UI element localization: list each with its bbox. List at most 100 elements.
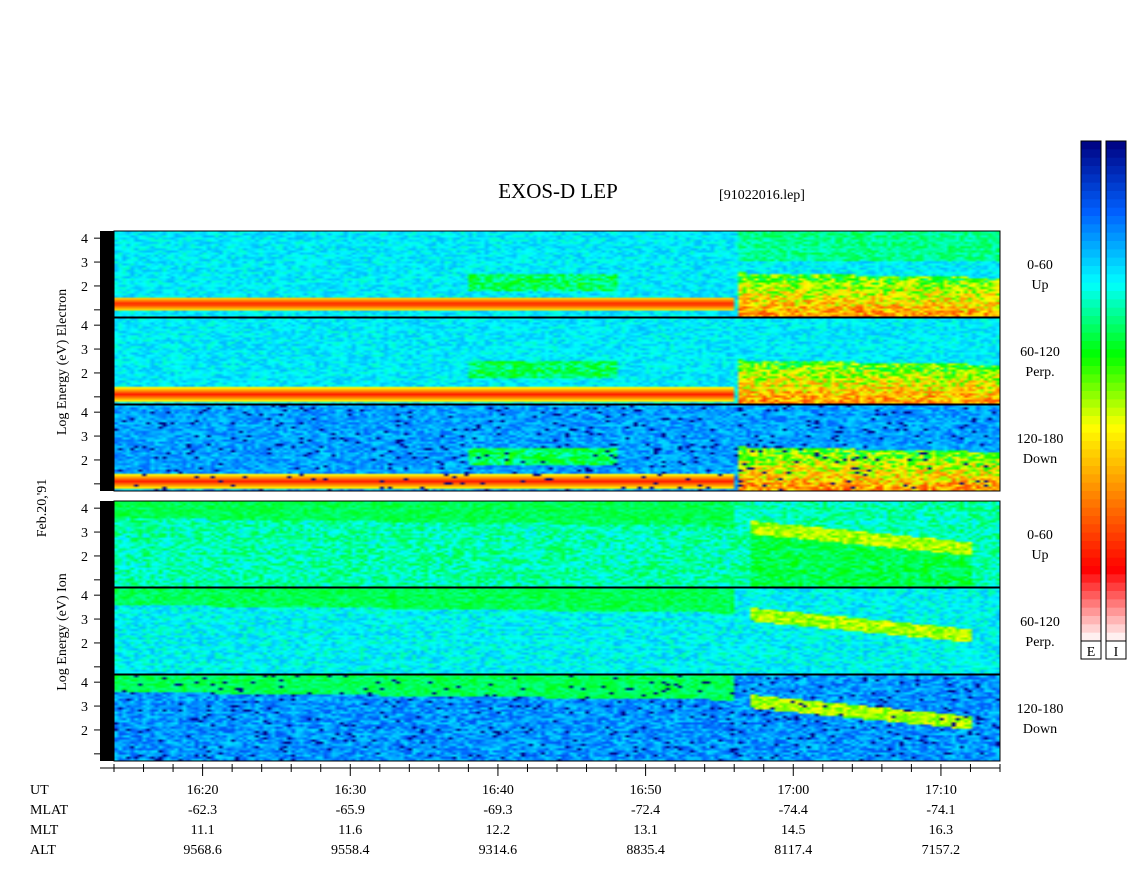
- orbit-row-ut: UT 16:20 16:30 16:40 16:50 17:00 17:10: [30, 783, 957, 798]
- colorbar-swatch: [1106, 382, 1126, 392]
- y-tick-label: 2: [81, 637, 88, 652]
- colorbar-swatch: [1081, 307, 1101, 317]
- colorbar-swatch: [1106, 299, 1126, 309]
- orbit-value: -74.4: [779, 803, 808, 818]
- colorbar-swatch: [1106, 141, 1126, 150]
- colorbar-swatch: [1106, 282, 1126, 292]
- colorbar-label-box: [1105, 640, 1127, 660]
- colorbar-swatch: [1106, 374, 1126, 384]
- colorbar-swatch: [1106, 616, 1126, 625]
- colorbar-swatch: [1081, 466, 1101, 475]
- orbit-table: UT 16:20 16:30 16:40 16:50 17:00 17:10 MLAT -62.…: [30, 783, 960, 858]
- y-tick-label: 3: [81, 256, 88, 271]
- panel-pitch-range-label: 120-180: [1017, 702, 1064, 717]
- orbit-value: 8117.4: [774, 843, 812, 858]
- colorbar-swatch: [1106, 249, 1126, 259]
- orbit-value: -69.3: [483, 803, 512, 818]
- colorbar-swatch: [1106, 216, 1126, 225]
- colorbar-swatch: [1106, 541, 1126, 550]
- colorbar-swatch: [1081, 607, 1101, 617]
- panel-direction-label: Perp.: [1025, 365, 1054, 380]
- colorbar-swatch: [1081, 316, 1101, 325]
- colorbar-swatch: [1081, 341, 1101, 350]
- colorbar-swatch: [1081, 291, 1101, 300]
- orbit-value: 9314.6: [479, 843, 518, 858]
- ion-spectrogram-image: [114, 675, 1000, 761]
- y-tick-label: 4: [81, 502, 88, 517]
- orbit-value: 11.6: [338, 823, 362, 838]
- colorbar-swatch: [1106, 474, 1126, 484]
- orbit-row-name: MLAT: [30, 803, 69, 818]
- orbit-row-alt: ALT 9568.6 9558.4 9314.6 8835.4 8117.4 7157.2: [30, 843, 960, 858]
- colorbar-swatch: [1081, 191, 1101, 200]
- colorbar-swatch: [1106, 574, 1126, 584]
- colorbar-swatch: [1106, 516, 1126, 525]
- colorbar-swatch: [1106, 341, 1126, 350]
- colorbar-swatch: [1106, 591, 1126, 600]
- orbit-row-name: ALT: [30, 843, 56, 858]
- y-tick-label: 4: [81, 232, 88, 247]
- colorbar-swatch: [1081, 399, 1101, 409]
- ion-spectrogram-image: [114, 501, 1000, 587]
- colorbar-swatch: [1081, 416, 1101, 425]
- y-tick-label: 3: [81, 700, 88, 715]
- electron-spectrogram-image: [114, 231, 1000, 317]
- orbit-value: 9558.4: [331, 843, 370, 858]
- colorbar-e: E: [1080, 140, 1102, 660]
- orbit-value: 16:40: [482, 783, 514, 798]
- colorbar-swatch: [1106, 224, 1126, 234]
- orbit-value: -62.3: [188, 803, 217, 818]
- colorbar-swatch: [1081, 141, 1101, 150]
- colorbar-swatch: [1106, 232, 1126, 242]
- colorbar-swatch: [1081, 507, 1101, 517]
- colorbar-swatch: [1106, 399, 1126, 409]
- colorbar-swatch: [1081, 374, 1101, 384]
- colorbar-swatch: [1081, 499, 1101, 509]
- colorbar-swatch: [1081, 616, 1101, 625]
- colorbar-swatch: [1081, 232, 1101, 242]
- panel-pitch-range-label: 120-180: [1017, 432, 1064, 447]
- colorbar-swatch: [1106, 391, 1126, 400]
- orbit-value: -65.9: [336, 803, 365, 818]
- colorbar-swatch: [1081, 216, 1101, 225]
- chart-title: EXOS-D LEP: [498, 179, 618, 203]
- y-tick-label: 2: [81, 550, 88, 565]
- colorbar-swatch: [1106, 566, 1126, 575]
- colorbar-swatch: [1081, 224, 1101, 234]
- colorbar-swatch: [1081, 624, 1101, 634]
- colorbar-swatch: [1106, 157, 1126, 167]
- orbit-value: 11.1: [191, 823, 215, 838]
- colorbar-swatch: [1081, 582, 1101, 592]
- colorbar-swatch: [1081, 257, 1101, 267]
- colorbar-swatch: [1081, 632, 1101, 642]
- orbit-value: 16:20: [187, 783, 219, 798]
- y-tick-label: 3: [81, 613, 88, 628]
- y-tick-label: 4: [81, 589, 88, 604]
- date-label: Feb.20,'91: [35, 479, 50, 538]
- colorbar-swatch: [1106, 499, 1126, 509]
- colorbar-swatch: [1081, 274, 1101, 284]
- orbit-value: 9568.6: [183, 843, 222, 858]
- colorbar-swatch: [1081, 524, 1101, 534]
- colorbar-swatch: [1106, 316, 1126, 325]
- y-tick-label: 3: [81, 343, 88, 358]
- colorbar-swatch: [1106, 349, 1126, 359]
- colorbar-swatch: [1081, 266, 1101, 275]
- colorbar-swatch: [1081, 457, 1101, 467]
- orbit-value: 14.5: [781, 823, 806, 838]
- colorbar-swatch: [1081, 391, 1101, 400]
- colorbar-swatch: [1106, 266, 1126, 275]
- colorbar-swatch: [1106, 432, 1126, 442]
- spectrogram-panels: [113, 230, 1001, 762]
- colorbar-swatch: [1081, 282, 1101, 292]
- electron-panel-1: [113, 230, 1001, 318]
- colorbar-swatch: [1106, 599, 1126, 609]
- colorbar-swatch: [1106, 199, 1126, 209]
- colorbar-swatch: [1081, 207, 1101, 217]
- ion-ylabel: Log Energy (eV) Ion: [55, 573, 70, 691]
- colorbar-swatch: [1081, 474, 1101, 484]
- colorbar-swatch: [1106, 307, 1126, 317]
- ion-panel-1: [113, 500, 1001, 588]
